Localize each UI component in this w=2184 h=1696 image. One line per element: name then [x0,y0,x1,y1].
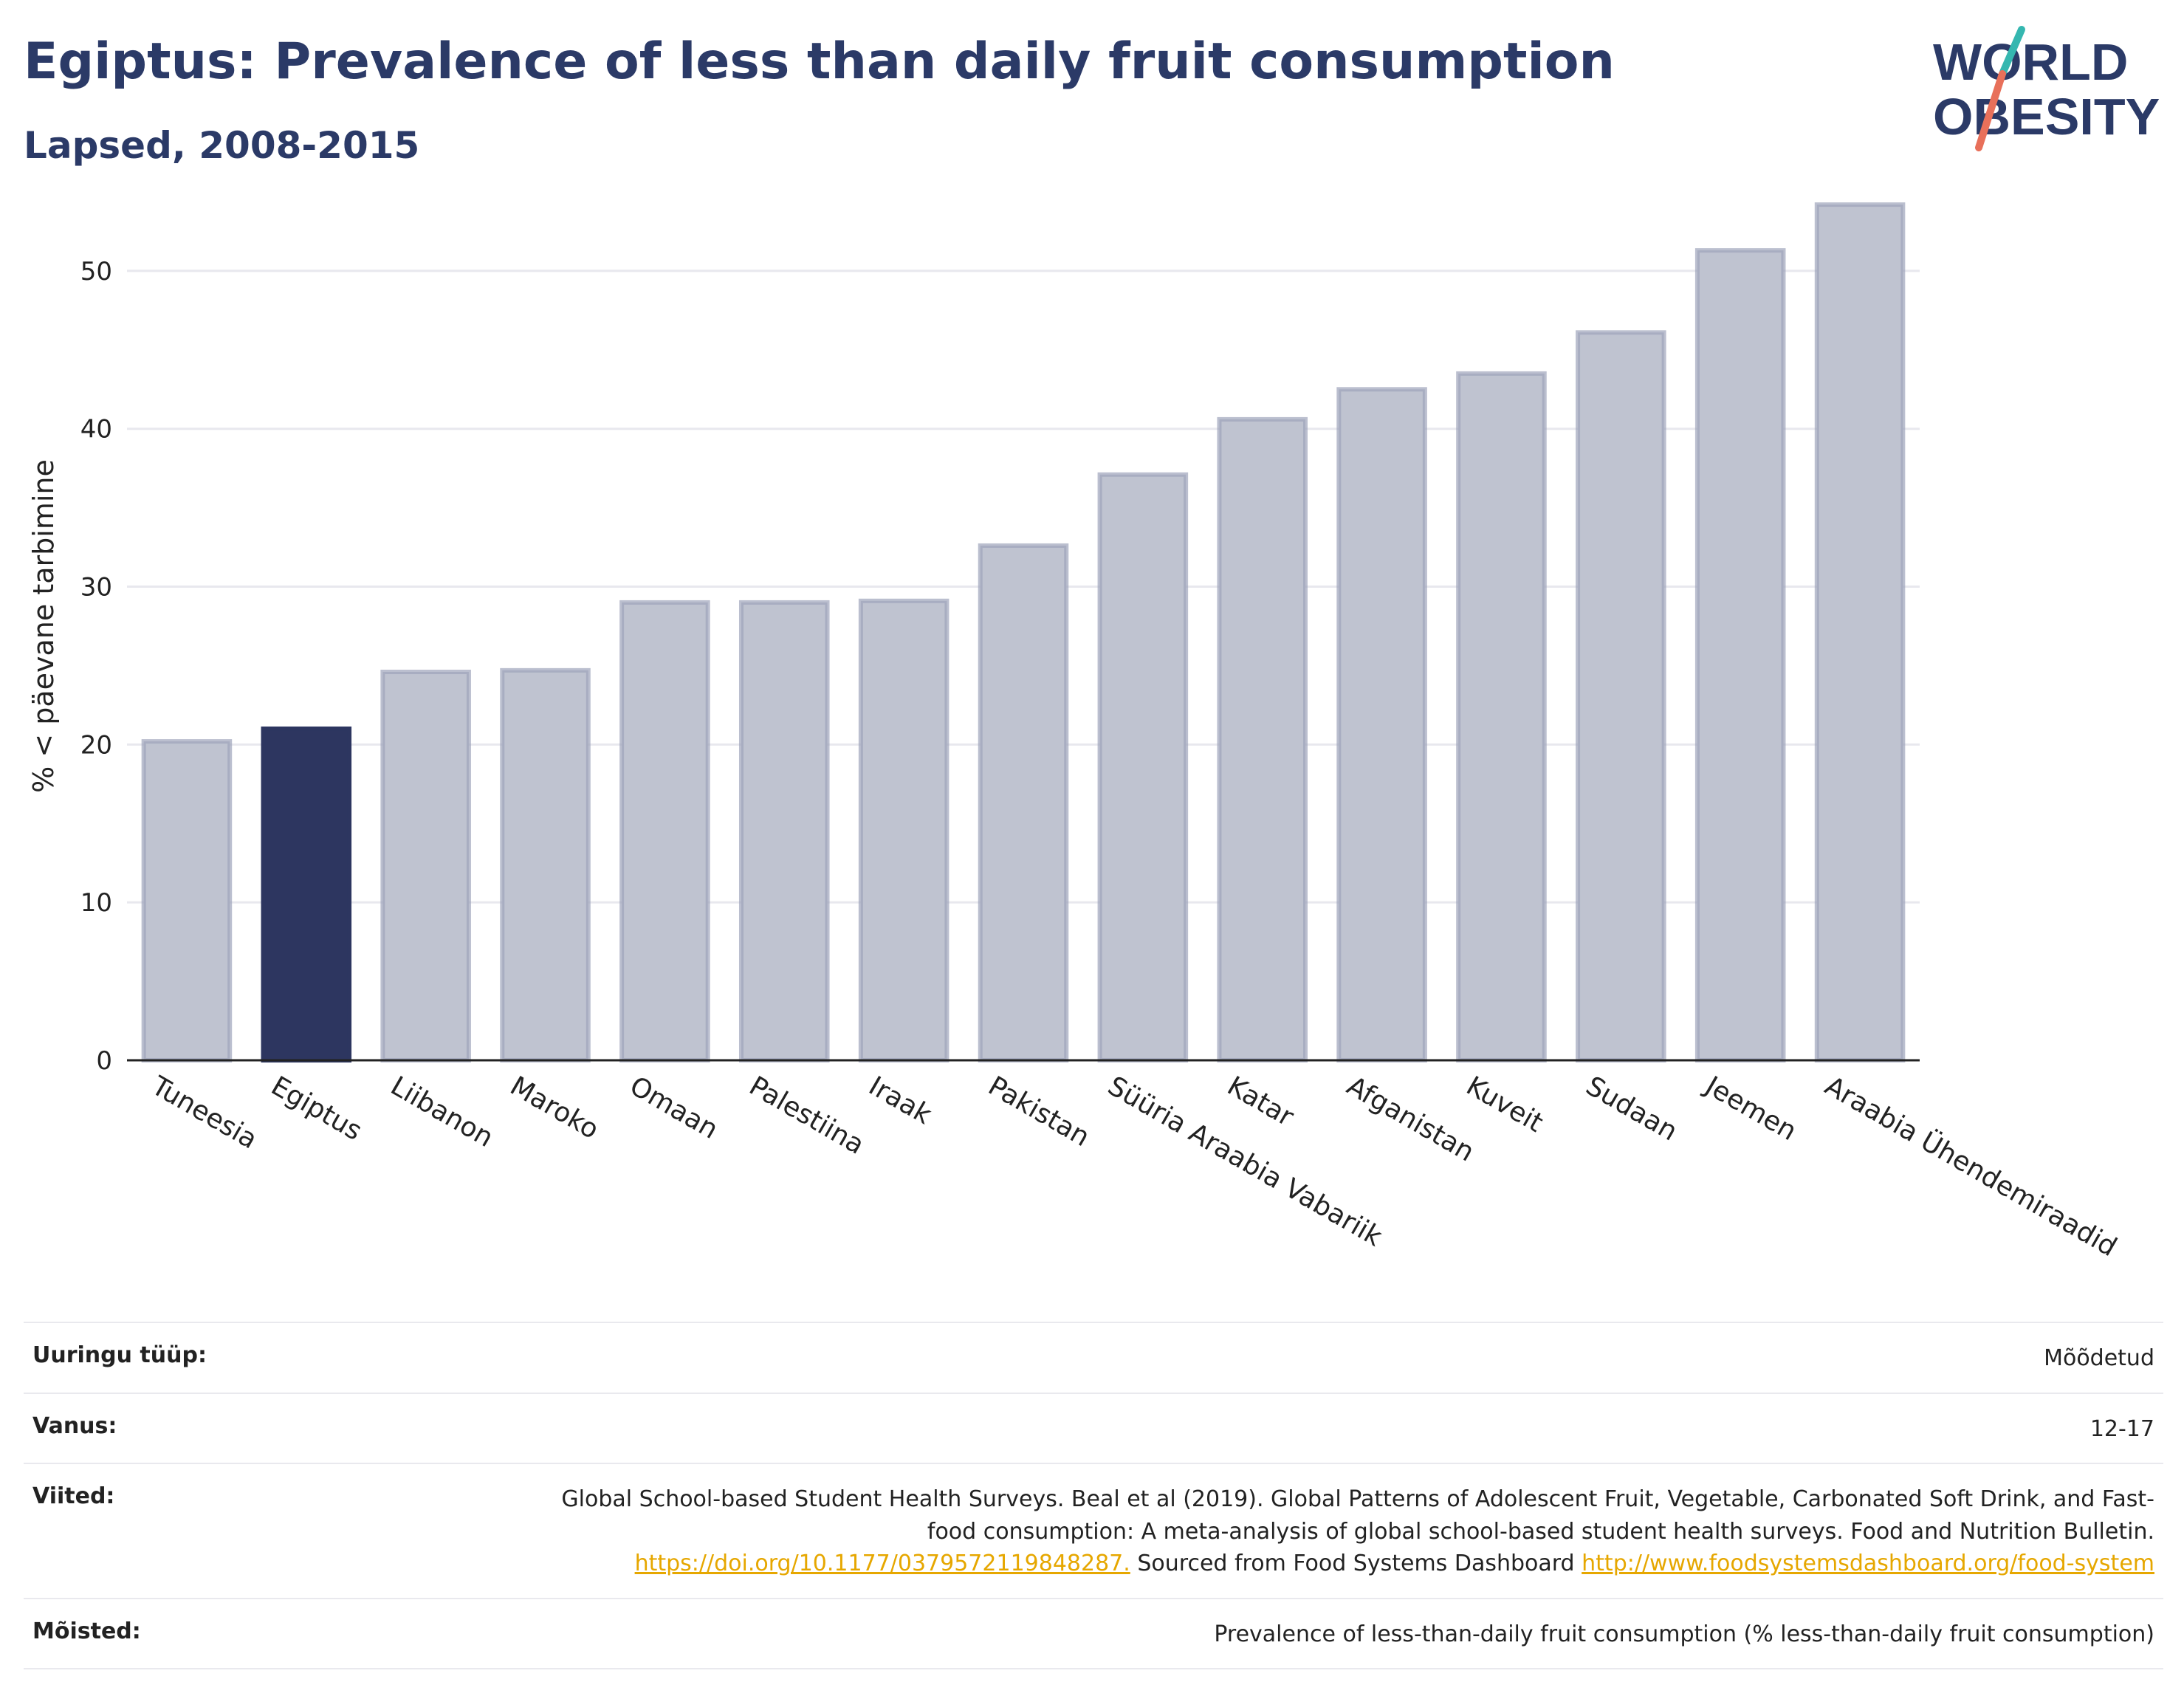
info-table: Uuringu tüüp: Mõõdetud Vanus: 12-17 Viit… [24,1322,2163,1669]
x-tick-label: Omaan [625,1071,723,1145]
x-tick-label: Liibanon [385,1071,498,1153]
info-row-references: Viited: Global School-based Student Heal… [24,1463,2163,1598]
y-tick-label: 0 [96,1046,112,1076]
bar-afganistan[interactable] [1336,387,1427,1062]
x-tick-label: Tuneesia [146,1071,263,1156]
bar-jeemen[interactable] [1694,248,1786,1063]
y-tick-label: 10 [80,888,112,918]
info-label: Uuringu tüüp: [32,1342,207,1368]
info-label: Viited: [32,1483,115,1509]
x-tick-label: Jeemen [1699,1070,1802,1147]
x-tick-label: Sudaan [1581,1071,1683,1147]
info-row-definitions: Mõisted: Prevalence of less-than-daily f… [24,1597,2163,1669]
bar-iraak[interactable] [858,598,950,1062]
bar-chart: 0 10 20 30 40 50 % < päevane tarbimine Tuneesia… [27,202,2123,1263]
bar-pakistan[interactable] [978,543,1069,1062]
bar-egiptus[interactable] [261,726,352,1062]
bar-araabia-ühendemiraadid[interactable] [1814,202,1906,1062]
info-value: Prevalence of less-than-daily fruit cons… [1214,1621,2154,1647]
bar-kuveit[interactable] [1456,371,1547,1062]
bar-palestiina[interactable] [738,600,830,1062]
bar-liibanon[interactable] [380,670,471,1062]
bar-omaan[interactable] [619,600,710,1062]
info-value: Global School-based Student Health Surve… [530,1483,2154,1580]
x-tick-label: Afganistan [1342,1071,1479,1167]
info-label: Vanus: [32,1412,117,1439]
bar-süüria-araabia-vabariik[interactable] [1097,472,1189,1062]
x-tick-label: Palestiina [744,1071,870,1161]
page-title: Egiptus: Prevalence of less than daily f… [24,32,1615,91]
doi-link[interactable]: https://doi.org/10.1177/0379572119848287… [634,1551,1130,1576]
x-tick-label: Araabia Ühendemiraadid [1820,1070,2123,1263]
y-axis-title: % < päevane tarbimine [27,459,60,793]
info-row-survey-type: Uuringu tüüp: Mõõdetud [24,1322,2163,1393]
reference-source-text: Sourced from Food Systems Dashboard [1137,1551,1575,1576]
bar-katar[interactable] [1217,416,1308,1062]
x-tick-label: Pakistan [983,1071,1095,1153]
svg-text:OBESITY: OBESITY [1933,88,2160,145]
bar-maroko[interactable] [500,667,591,1062]
x-tick-label: Iraak [864,1071,937,1130]
bar-tuneesia[interactable] [141,739,233,1062]
world-obesity-logo: WORLD OBESITY [1933,26,2160,151]
reference-text: Global School-based Student Health Surve… [561,1486,2154,1545]
y-tick-label: 30 [80,573,112,602]
y-tick-label: 20 [80,730,112,760]
x-tick-label: Katar [1222,1071,1299,1133]
y-tick-label: 40 [80,415,112,444]
x-tick-label: Egiptus [266,1071,367,1147]
page-subtitle: Lapsed, 2008-2015 [24,124,420,167]
bars [141,202,1906,1063]
info-value: 12-17 [2089,1415,2154,1442]
x-tick-label: Maroko [505,1071,604,1145]
bar-sudaan[interactable] [1576,330,1666,1063]
svg-text:WORLD: WORLD [1933,33,2128,91]
info-row-age: Vanus: 12-17 [24,1392,2163,1463]
dashboard-link[interactable]: http://www.foodsystemsdashboard.org/food… [1582,1551,2154,1576]
info-label: Mõisted: [32,1618,141,1644]
info-value: Mõõdetud [2044,1345,2154,1371]
y-tick-label: 50 [80,257,112,286]
x-tick-label: Kuveit [1461,1071,1548,1139]
